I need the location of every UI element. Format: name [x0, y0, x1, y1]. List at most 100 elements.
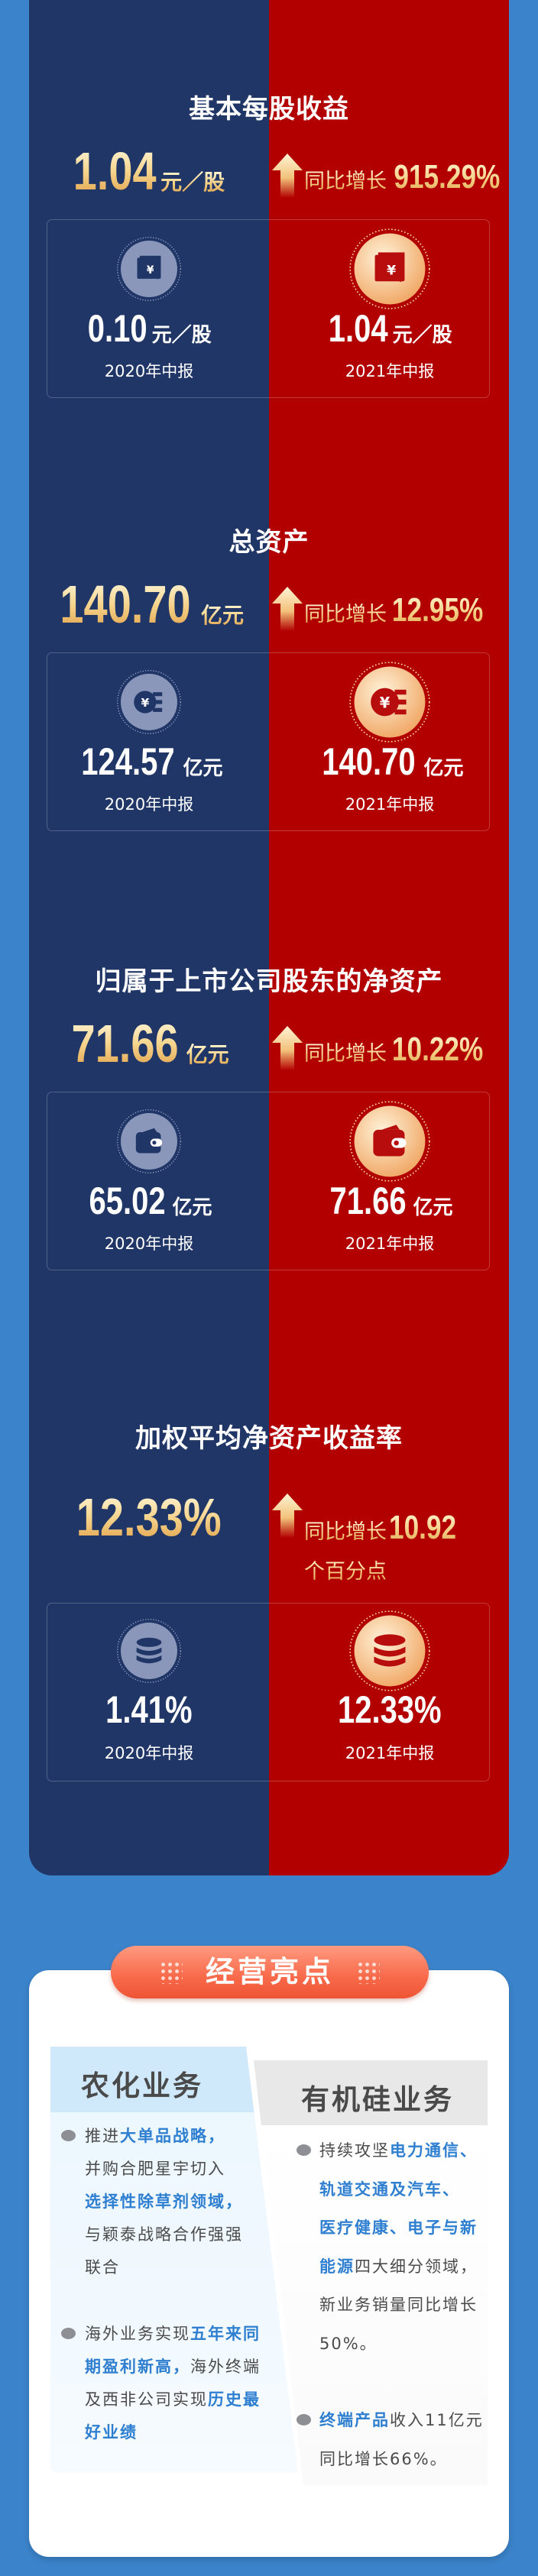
body-text: 同比增长66%。: [319, 2449, 448, 2468]
text-line: 持续攻坚电力通信、: [319, 2139, 478, 2162]
text-line: 轨道交通及汽车、: [319, 2178, 460, 2201]
period-value-number: 140.70: [321, 740, 416, 783]
metric-title: 总资产: [228, 527, 310, 558]
arrow-up-icon: [272, 154, 303, 198]
comparison-box: [47, 652, 490, 831]
highlight-text: 医疗健康、电子与新: [319, 2218, 478, 2237]
highlight-text: 五年来同: [190, 2325, 261, 2343]
svg-text:¥: ¥: [387, 264, 396, 279]
period-value-number: 71.66: [329, 1180, 407, 1222]
body-text: 海外终端: [190, 2358, 261, 2376]
arrow-up-icon: [272, 1493, 303, 1538]
text-line: 及西非公司实现历史最: [85, 2388, 261, 2411]
period-value: 124.57 亿元: [34, 740, 264, 783]
metric-title: 归属于上市公司股东的净资产: [95, 966, 443, 997]
period-value: 12.33%: [275, 1688, 504, 1731]
body-text: 新业务销量同比增长: [319, 2296, 478, 2314]
main-value-unit: 亿元: [186, 1042, 229, 1067]
main-value-unit: 亿元: [201, 603, 245, 628]
growth-suffix: 个百分点: [304, 1555, 387, 1584]
body-text: 50%。: [319, 2334, 378, 2353]
text-line: 选择性除草剂领域，: [85, 2190, 243, 2213]
period-value-unit: 元／股: [151, 324, 212, 347]
comparison-box: [47, 1603, 490, 1782]
text-line: 并购合肥星宇切入: [85, 2157, 225, 2180]
main-value-number: 12.33%: [76, 1487, 222, 1547]
text-line: 医疗健康、电子与新: [319, 2216, 478, 2239]
agri-title: 农化业务: [81, 2070, 203, 2102]
metric-title: 基本每股收益: [189, 94, 349, 125]
bullet-icon: [297, 2144, 311, 2156]
highlight-text: 能源: [319, 2257, 355, 2276]
silicone-title: 有机硅业务: [301, 2083, 454, 2116]
period-value: 0.10 元／股: [34, 307, 264, 350]
period-label: 2020年中报: [104, 362, 194, 380]
highlight-text: 选择性除草剂领域，: [85, 2193, 243, 2211]
growth-row: 同比增长 12.95%: [304, 591, 494, 629]
dots-decoration: [357, 1961, 380, 1984]
highlight-text: 好业绩: [85, 2423, 138, 2442]
body-text: 及西非公司实现: [85, 2390, 208, 2409]
text-line: 推进大单品战略，: [85, 2125, 225, 2147]
period-value-unit: 元／股: [392, 324, 452, 347]
period-value: 140.70 亿元: [275, 740, 504, 783]
growth-value: 12.95%: [391, 591, 484, 629]
yen-coin-icon: ¥: [348, 661, 431, 743]
growth-value: 10.92: [389, 1509, 457, 1546]
dots-decoration: [160, 1961, 183, 1984]
period-label: 2020年中报: [104, 1235, 194, 1253]
period-value-number: 1.41%: [105, 1688, 193, 1731]
period-label: 2020年中报: [104, 1744, 194, 1762]
text-line: 期盈利新高，海外终端: [85, 2355, 261, 2378]
growth-row: 同比增长 915.29%: [304, 158, 514, 196]
growth-row: 同比增长 10.22%: [304, 1031, 494, 1069]
text-line: 同比增长66%。: [319, 2448, 448, 2471]
main-value: 12.33%: [31, 1490, 267, 1544]
growth-row: 同比增长10.92: [304, 1509, 465, 1547]
comparison-box: [47, 219, 490, 398]
highlight-text: 电力通信、: [390, 2141, 478, 2160]
comparison-box: [47, 1092, 490, 1270]
period-label: 2020年中报: [104, 795, 194, 814]
period-label: 2021年中报: [345, 795, 435, 814]
ticket-yen-icon: ¥: [348, 228, 431, 310]
highlights-title: 经营亮点: [205, 1955, 334, 1989]
period-value-number: 0.10: [88, 307, 147, 350]
text-line: 海外业务实现五年来同: [85, 2322, 261, 2345]
period-value-number: 124.57: [80, 740, 175, 783]
period-value-number: 12.33%: [338, 1688, 442, 1731]
period-value-unit: 亿元: [423, 757, 464, 780]
main-value: 71.66 亿元: [31, 1017, 267, 1070]
text-line: 与颖泰战略合作强强: [85, 2223, 243, 2246]
svg-text:¥: ¥: [141, 696, 149, 710]
main-value-number: 71.66: [71, 1014, 180, 1073]
growth-label: 同比增长: [304, 603, 387, 626]
body-text: 海外业务实现: [85, 2325, 190, 2343]
metric-title: 加权平均净资产收益率: [135, 1423, 403, 1454]
bullet-icon: [61, 2328, 76, 2339]
main-value-number: 140.70: [60, 574, 191, 634]
text-line: 新业务销量同比增长: [319, 2293, 478, 2316]
highlight-text: 终端产品: [319, 2411, 390, 2429]
period-value: 1.41%: [34, 1688, 264, 1731]
highlight-text: 大单品战略，: [120, 2127, 225, 2145]
period-label: 2021年中报: [345, 1744, 435, 1762]
body-text: 并购合肥星宇切入: [85, 2160, 225, 2178]
wallet-icon: [348, 1100, 431, 1183]
growth-value: 915.29%: [394, 158, 501, 196]
body-text: 收入11亿元: [390, 2411, 484, 2429]
highlights-title-badge: 经营亮点: [111, 1946, 429, 1998]
coin-stack-icon: [348, 1610, 431, 1692]
svg-text:¥: ¥: [380, 694, 391, 712]
text-line: 联合: [85, 2256, 120, 2279]
main-value: 140.70 亿元: [31, 578, 267, 631]
period-value-unit: 亿元: [172, 1196, 212, 1219]
bullet-icon: [61, 2130, 76, 2141]
bullet-icon: [297, 2414, 311, 2426]
period-value: 71.66 亿元: [275, 1180, 504, 1222]
period-label: 2021年中报: [345, 1235, 435, 1253]
body-text: 持续攻坚: [319, 2141, 390, 2160]
ticket-yen-icon: ¥: [116, 236, 182, 302]
main-value: 1.04 元／股: [31, 144, 267, 198]
yen-coin-icon: ¥: [116, 669, 182, 735]
